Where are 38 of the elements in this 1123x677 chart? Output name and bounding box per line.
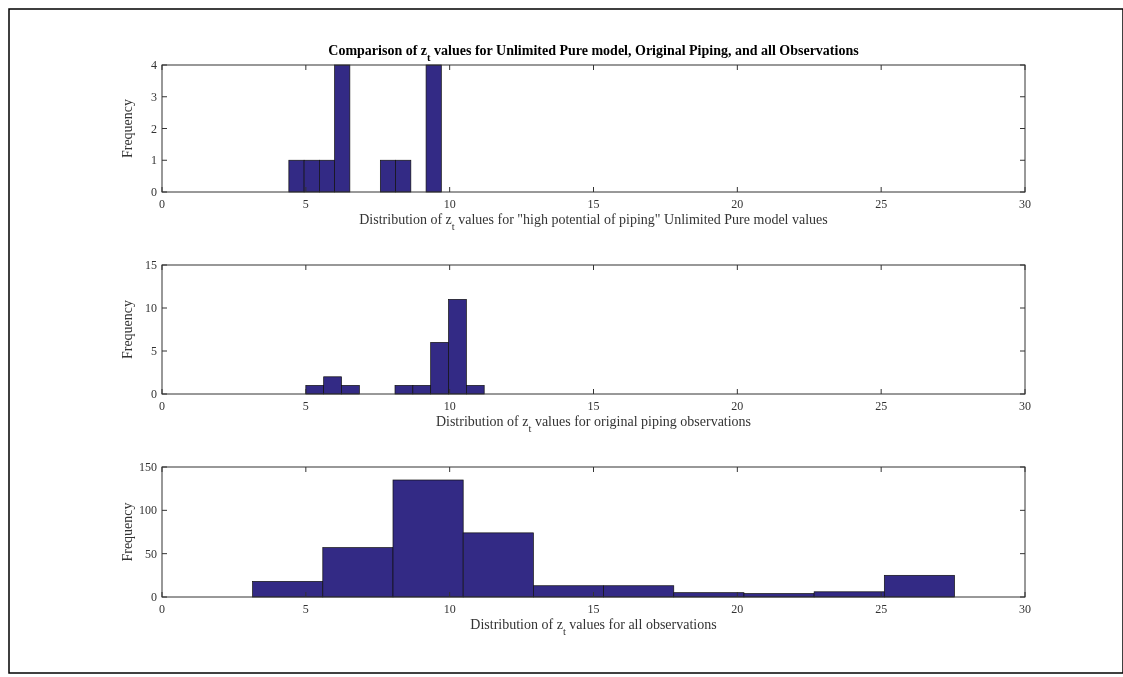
y-axis-title: Frequency <box>120 299 135 360</box>
x-tick-label: 10 <box>443 197 456 211</box>
x-tick-label: 30 <box>1019 602 1031 616</box>
y-tick-label: 0 <box>151 185 157 199</box>
x-tick-label: 5 <box>302 602 309 616</box>
x-tick-label: 15 <box>587 399 600 413</box>
y-tick-label: 0 <box>151 387 157 401</box>
x-tick-label: 15 <box>587 197 600 211</box>
x-tick-label: 30 <box>1019 399 1031 413</box>
x-tick-label: 20 <box>731 197 744 211</box>
y-tick-label: 3 <box>151 89 157 104</box>
x-tick-label: 25 <box>875 197 888 211</box>
y-tick-label: 4 <box>151 58 157 72</box>
x-tick-label: 10 <box>443 399 456 413</box>
x-tick-label: 25 <box>875 602 888 616</box>
y-tick-label: 0 <box>151 590 157 604</box>
y-tick-label: 50 <box>145 546 157 561</box>
y-tick-label: 2 <box>151 121 157 136</box>
y-tick-label: 15 <box>145 258 157 272</box>
x-tick-label: 30 <box>1019 197 1031 211</box>
x-axis-title: Distribution of z$_{t}$ values for all observations <box>470 617 717 637</box>
y-tick-label: 10 <box>145 301 157 315</box>
x-tick-label: 5 <box>302 399 309 413</box>
x-tick-label: 5 <box>302 197 309 211</box>
x-tick-label: 25 <box>875 399 888 413</box>
y-axis-title: Frequency <box>120 502 135 562</box>
x-tick-label: 20 <box>731 602 744 616</box>
y-axis-title: Frequency <box>120 98 135 159</box>
x-tick-label: 20 <box>731 399 744 413</box>
y-tick-label: 1 <box>151 153 157 168</box>
x-tick-label: 10 <box>443 602 456 616</box>
x-axis-title: Distribution of z$_{t}$ values for original piping observations <box>435 414 752 434</box>
x-tick-label: 15 <box>587 602 600 616</box>
chart-title: Comparison of z$_{t}$ values for Unlimited Pure model, Original Piping, and all Observations <box>328 43 860 63</box>
x-axis-title: Distribution of z$_{t}$ values for "high potential of piping" Unlimited Pure model values <box>359 212 828 232</box>
y-tick-label: 5 <box>151 344 157 358</box>
y-tick-label: 150 <box>139 460 157 474</box>
y-tick-label: 100 <box>139 503 157 518</box>
